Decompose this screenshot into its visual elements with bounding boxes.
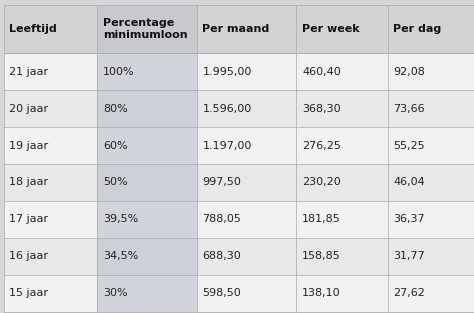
Text: Leeftijd: Leeftijd <box>9 24 57 34</box>
Text: 138,10: 138,10 <box>302 288 340 298</box>
Bar <box>4 201 474 238</box>
Text: 31,77: 31,77 <box>393 251 425 261</box>
Text: 19 jaar: 19 jaar <box>9 141 49 151</box>
Text: 688,30: 688,30 <box>202 251 241 261</box>
Text: 1.197,00: 1.197,00 <box>202 141 252 151</box>
Bar <box>4 90 474 127</box>
Text: Percentage
minimumloon: Percentage minimumloon <box>103 18 188 40</box>
Text: 20 jaar: 20 jaar <box>9 104 49 114</box>
Bar <box>4 53 474 90</box>
Bar <box>4 238 474 275</box>
Text: 181,85: 181,85 <box>302 214 341 224</box>
Text: 598,50: 598,50 <box>202 288 241 298</box>
Text: 230,20: 230,20 <box>302 177 341 187</box>
Text: 46,04: 46,04 <box>393 177 425 187</box>
Bar <box>4 164 474 201</box>
Text: 92,08: 92,08 <box>393 67 425 77</box>
Text: 18 jaar: 18 jaar <box>9 177 49 187</box>
Text: 368,30: 368,30 <box>302 104 340 114</box>
Text: Per week: Per week <box>302 24 360 34</box>
Text: 55,25: 55,25 <box>393 141 425 151</box>
Text: 100%: 100% <box>103 67 135 77</box>
Bar <box>4 127 474 164</box>
Text: 16 jaar: 16 jaar <box>9 251 48 261</box>
Text: 1.596,00: 1.596,00 <box>202 104 252 114</box>
Text: 21 jaar: 21 jaar <box>9 67 49 77</box>
Bar <box>4 5 474 53</box>
Text: 15 jaar: 15 jaar <box>9 288 48 298</box>
Text: 1.995,00: 1.995,00 <box>202 67 252 77</box>
Text: 50%: 50% <box>103 177 128 187</box>
Text: 17 jaar: 17 jaar <box>9 214 49 224</box>
Text: 158,85: 158,85 <box>302 251 341 261</box>
Text: 39,5%: 39,5% <box>103 214 138 224</box>
Text: 997,50: 997,50 <box>202 177 241 187</box>
Text: Per maand: Per maand <box>202 24 270 34</box>
Text: 460,40: 460,40 <box>302 67 341 77</box>
Text: 30%: 30% <box>103 288 128 298</box>
Text: 27,62: 27,62 <box>393 288 425 298</box>
Bar <box>97 5 197 53</box>
Text: 36,37: 36,37 <box>393 214 425 224</box>
Text: 73,66: 73,66 <box>393 104 425 114</box>
Text: Per dag: Per dag <box>393 24 442 34</box>
Text: 34,5%: 34,5% <box>103 251 138 261</box>
Text: 80%: 80% <box>103 104 128 114</box>
Bar <box>97 5 197 312</box>
Text: 276,25: 276,25 <box>302 141 341 151</box>
Text: 788,05: 788,05 <box>202 214 241 224</box>
Text: 60%: 60% <box>103 141 128 151</box>
Bar <box>4 275 474 312</box>
